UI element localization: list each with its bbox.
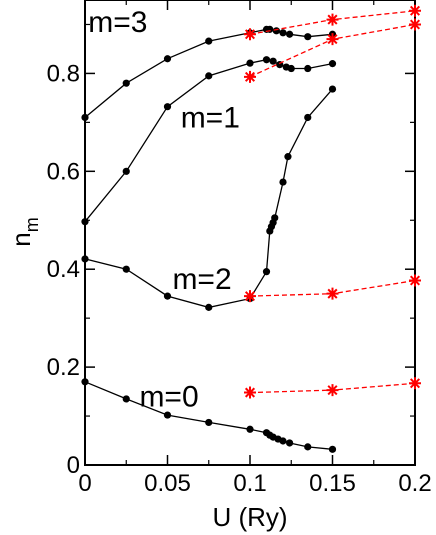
data-point-star [326, 384, 339, 397]
series-m-3-circle [81, 25, 337, 122]
x-tick-label: 0.2 [398, 470, 431, 497]
data-point-star [244, 28, 256, 41]
series-m-2-star [244, 274, 421, 303]
data-point [81, 218, 89, 226]
data-point [266, 25, 274, 33]
series-labels: m=3 m=1 m=2 m=0 [88, 6, 240, 413]
data-point [304, 113, 312, 122]
x-axis-label: U (Ry) [212, 502, 287, 532]
series-m-3-star [244, 4, 421, 41]
data-point [122, 395, 130, 403]
data-point-star [244, 70, 256, 83]
data-point [246, 425, 254, 433]
data-point [304, 64, 312, 73]
y-axis-label: nm [6, 217, 42, 246]
data-point [163, 55, 172, 63]
data-point [328, 60, 337, 68]
y-tick-label: 0.6 [47, 158, 80, 185]
data-point [286, 439, 294, 447]
data-point [286, 30, 294, 38]
data-point-star [409, 18, 421, 31]
data-point-star [409, 274, 421, 287]
data-point [262, 268, 271, 276]
series-line [84, 381, 333, 450]
data-point [205, 37, 213, 45]
data-point [122, 265, 130, 273]
data-point [122, 79, 130, 87]
data-point [122, 167, 130, 175]
data-point [246, 59, 254, 67]
data-point-star [326, 13, 339, 26]
x-tick-label: 0.15 [309, 470, 356, 497]
data-point [81, 255, 89, 263]
series-label-m-2: m=2 [172, 263, 231, 296]
x-tick-label: 0 [78, 470, 91, 497]
data-point-star [244, 290, 256, 303]
data-point [279, 437, 287, 445]
data-point-star [326, 287, 339, 300]
data-point [269, 57, 277, 65]
data-point [272, 27, 280, 35]
series-m-1-circle [81, 56, 337, 226]
data-point [262, 56, 271, 64]
data-point [284, 153, 292, 161]
data-point-star [409, 377, 421, 390]
x-tick-label: 0.05 [144, 470, 191, 497]
tick-labels: 0 0.05 0.1 0.15 0.2 0 0.2 0.4 0.6 0.8 [47, 60, 432, 497]
data-point [279, 29, 287, 37]
data-point [205, 72, 213, 80]
series-m-0-circle [81, 378, 337, 453]
series-label-m-3: m=3 [88, 6, 147, 39]
data-point [304, 33, 312, 41]
data-point-star [244, 386, 256, 399]
data-point [205, 303, 213, 311]
data-point-star [409, 4, 421, 17]
series-m-0-star [244, 377, 421, 399]
x-tick-label: 0.1 [233, 470, 266, 497]
series-label-m-0: m=0 [139, 380, 198, 413]
series-layer [81, 4, 421, 453]
series-label-m-1: m=1 [181, 101, 240, 134]
y-tick-label: 0.8 [47, 60, 80, 87]
y-axis-label-main: n [6, 232, 36, 246]
data-point [163, 411, 172, 419]
data-point [81, 378, 89, 386]
data-point [81, 113, 89, 122]
y-tick-label: 0 [67, 452, 80, 479]
data-point-star [326, 33, 339, 46]
data-point [287, 64, 295, 73]
y-tick-label: 0.2 [47, 354, 80, 381]
data-point [328, 445, 337, 453]
data-point [328, 85, 337, 93]
series-m-1-star [244, 18, 421, 83]
data-point [163, 292, 172, 300]
series-m-2-circle [81, 85, 337, 311]
data-point [279, 178, 287, 186]
data-point [163, 103, 172, 111]
y-tick-label: 0.4 [47, 256, 80, 283]
data-point [271, 214, 279, 222]
data-point [304, 443, 312, 451]
y-axis-label-subscript: m [22, 217, 42, 232]
data-point [205, 418, 213, 427]
